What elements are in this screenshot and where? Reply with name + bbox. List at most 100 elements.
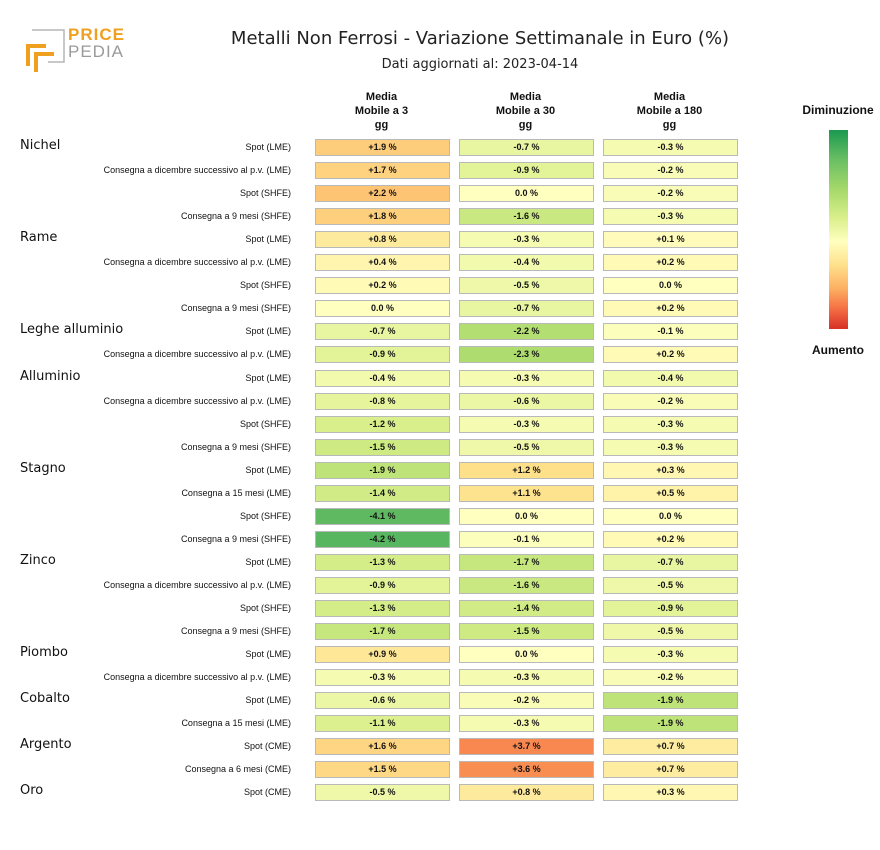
- heatmap-cell: -0.7 %: [315, 323, 450, 341]
- metal-group-label: Stagno: [20, 460, 66, 476]
- row-label: Spot (LME): [245, 234, 291, 245]
- metal-group-label: Nichel: [20, 138, 61, 153]
- heatmap-cell: +1.9 %: [315, 139, 450, 156]
- heatmap-cell: -4.1 %: [315, 507, 450, 525]
- metal-group-label: Argento: [20, 737, 72, 753]
- column-header-line: Mobile a 3: [354, 105, 409, 117]
- metal-group-label: Rame: [20, 230, 58, 246]
- row-label: Consegna a dicembre successivo al p.v. (…: [103, 165, 291, 176]
- heatmap-cell: -0.7 %: [459, 300, 594, 318]
- chart-subtitle: Dati aggiornati al: 2023-04-14: [381, 57, 579, 72]
- row-label: Consegna a dicembre successivo al p.v. (…: [103, 257, 291, 268]
- heatmap-cell: -0.9 %: [459, 162, 594, 180]
- heatmap-cell: -0.2 %: [603, 162, 738, 180]
- column-header-line: gg: [662, 119, 677, 131]
- heatmap-cell: -0.3 %: [603, 646, 738, 664]
- heatmap-cell: -1.6 %: [459, 208, 594, 226]
- heatmap-cell: -0.2 %: [603, 392, 738, 410]
- logo-mark-icon: [26, 29, 65, 72]
- column-header-line: gg: [374, 119, 389, 131]
- metal-group-label: Leghe alluminio: [20, 322, 124, 338]
- heatmap-cell: +0.3 %: [603, 461, 738, 479]
- heatmap-cell: -0.5 %: [315, 784, 450, 802]
- row-label: Consegna a 9 mesi (SHFE): [180, 303, 291, 314]
- heatmap-cell: +0.4 %: [315, 254, 450, 272]
- heatmap-cell: -2.2 %: [459, 323, 594, 341]
- logo-text: PRICE PEDIA: [68, 26, 125, 60]
- heatmap-cell: 0.0 %: [603, 507, 738, 525]
- row-label: Spot (LME): [245, 142, 291, 152]
- heatmap-cell: -0.3 %: [315, 669, 450, 687]
- row-label: Spot (SHFE): [239, 280, 291, 291]
- heatmap-cell: +3.6 %: [459, 761, 594, 779]
- heatmap-cell: -0.3 %: [459, 715, 594, 733]
- heatmap-cell: +0.2 %: [603, 254, 738, 272]
- heatmap-cell: +0.7 %: [603, 761, 738, 779]
- heatmap-cell: -0.2 %: [459, 692, 594, 710]
- column-header: Media Mobile a 180 gg: [602, 90, 737, 132]
- heatmap-cell: -1.9 %: [315, 461, 450, 479]
- row-label: Consegna a 9 mesi (SHFE): [180, 533, 291, 544]
- row-label: Spot (LME): [245, 695, 291, 706]
- heatmap-cell: +1.5 %: [315, 761, 450, 779]
- heatmap-cell: -0.7 %: [459, 139, 594, 156]
- heatmap-cell: -1.1 %: [315, 715, 450, 733]
- row-label: Consegna a 9 mesi (SHFE): [180, 211, 291, 222]
- column-header-line: Media: [509, 91, 542, 103]
- heatmap-cell: -0.5 %: [603, 623, 738, 641]
- heatmap-cell: +0.2 %: [315, 277, 450, 295]
- row-label: Spot (LME): [245, 372, 291, 383]
- heatmap-cell: -0.5 %: [459, 438, 594, 456]
- row-label: Consegna a dicembre successivo al p.v. (…: [103, 395, 291, 406]
- heatmap-cell: -0.1 %: [603, 323, 738, 341]
- heatmap-cell: +1.6 %: [315, 738, 450, 756]
- heatmap-cell: -2.3 %: [459, 346, 594, 364]
- row-label: Spot (LME): [245, 556, 291, 567]
- heatmap-cell: 0.0 %: [603, 277, 738, 295]
- pricepedia-logo: PRICE PEDIA: [20, 26, 130, 74]
- heatmap-cell: -0.5 %: [459, 277, 594, 295]
- heatmap-cell: 0.0 %: [459, 646, 594, 664]
- heatmap-cell: -0.4 %: [459, 254, 594, 272]
- metal-group-label: Cobalto: [20, 691, 70, 707]
- heatmap-cell: +1.8 %: [315, 208, 450, 226]
- column-header-line: gg: [518, 119, 533, 131]
- row-label: Spot (LME): [245, 649, 291, 660]
- row-label: Spot (LME): [245, 326, 291, 337]
- heatmap-cell: -0.3 %: [459, 231, 594, 249]
- metal-group-label: Alluminio: [20, 368, 81, 384]
- heatmap-cell: +1.7 %: [315, 162, 450, 180]
- heatmap-cell: -0.2 %: [603, 669, 738, 687]
- heatmap-cell: -1.3 %: [315, 600, 450, 617]
- heatmap-cell: +0.8 %: [315, 231, 450, 249]
- heatmap-cell: -0.1 %: [459, 530, 594, 548]
- heatmap-cell: -1.4 %: [315, 484, 450, 502]
- heatmap-cell: -1.4 %: [459, 600, 594, 617]
- heatmap-cell: -0.9 %: [603, 600, 738, 617]
- heatmap-cell: -0.8 %: [315, 392, 450, 410]
- metal-group-label: Zinco: [20, 552, 56, 568]
- heatmap-cell: +0.7 %: [603, 738, 738, 756]
- metal-group-label: Piombo: [20, 645, 68, 661]
- row-label: Spot (SHFE): [239, 418, 291, 429]
- row-label: Consegna a 9 mesi (SHFE): [180, 441, 291, 452]
- metal-group-label: Oro: [20, 783, 44, 799]
- heatmap-cell: +1.2 %: [459, 461, 594, 479]
- heatmap-cell: +0.2 %: [603, 530, 738, 548]
- heatmap-cell: +1.1 %: [459, 484, 594, 502]
- heatmap-cell: +0.8 %: [459, 784, 594, 802]
- heatmap-cell: 0.0 %: [315, 300, 450, 318]
- row-label: Consegna a dicembre successivo al p.v. (…: [103, 349, 291, 360]
- color-scale-bar: [829, 130, 848, 329]
- logo-primary-text: PRICE: [68, 25, 125, 44]
- heatmap-cell: -1.2 %: [315, 415, 450, 433]
- heatmap-cell: -1.7 %: [459, 553, 594, 571]
- heatmap-cell: +0.9 %: [315, 646, 450, 664]
- heatmap-cell: +0.1 %: [603, 231, 738, 249]
- heatmap-cell: -1.5 %: [459, 623, 594, 641]
- heatmap-cell: +3.7 %: [459, 738, 594, 756]
- heatmap-cell: -0.9 %: [315, 576, 450, 594]
- heatmap-cell: -0.3 %: [603, 415, 738, 433]
- row-label: Consegna a 15 mesi (LME): [181, 487, 291, 498]
- heatmap-cell: -1.9 %: [603, 692, 738, 710]
